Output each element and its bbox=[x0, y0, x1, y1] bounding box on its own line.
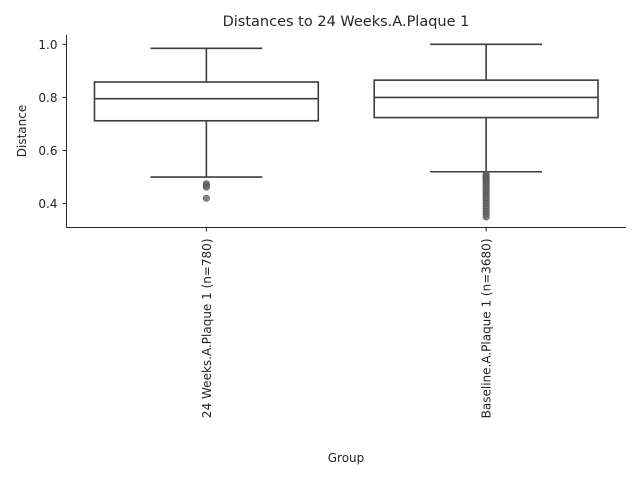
iqr-box bbox=[373, 79, 599, 119]
y-tick-label: 0.6 bbox=[38, 144, 57, 158]
x-ticks: 24 Weeks.A.Plaque 1 (n=780) Baseline.A.Pl… bbox=[200, 227, 494, 419]
outlier-point bbox=[482, 213, 490, 221]
chart-title: Distances to 24 Weeks.A.Plaque 1 bbox=[223, 14, 470, 30]
outlier-point bbox=[202, 183, 210, 191]
iqr-box bbox=[93, 81, 320, 122]
x-tick-label: Baseline.A.Plaque 1 (n=3680) bbox=[480, 239, 494, 419]
x-tick-label: 24 Weeks.A.Plaque 1 (n=780) bbox=[200, 239, 214, 419]
y-ticks: 0.4 0.6 0.8 1.0 bbox=[38, 38, 67, 211]
y-tick-label: 1.0 bbox=[38, 38, 57, 52]
outlier-point bbox=[202, 194, 210, 202]
box-group bbox=[93, 47, 320, 202]
y-axis-label: Distance bbox=[15, 105, 29, 157]
y-tick-label: 0.4 bbox=[38, 197, 57, 211]
box-group bbox=[373, 43, 599, 221]
x-axis-label: Group bbox=[328, 451, 365, 465]
y-tick-label: 0.8 bbox=[38, 91, 57, 105]
boxes bbox=[93, 43, 599, 221]
